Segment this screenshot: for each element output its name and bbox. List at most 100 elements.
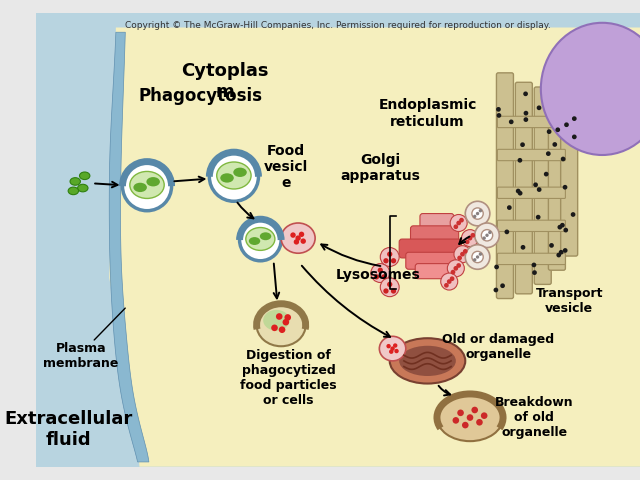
Circle shape xyxy=(387,282,392,287)
Circle shape xyxy=(556,127,560,132)
Circle shape xyxy=(374,274,379,279)
Circle shape xyxy=(476,212,479,215)
Circle shape xyxy=(476,419,483,426)
Circle shape xyxy=(472,208,483,219)
Circle shape xyxy=(518,191,522,195)
Ellipse shape xyxy=(77,184,88,192)
Circle shape xyxy=(524,111,528,116)
Text: Golgi
apparatus: Golgi apparatus xyxy=(340,153,420,183)
Circle shape xyxy=(391,288,396,294)
Text: Copyright © The McGraw-Hill Companies, Inc. Permission required for reproduction: Copyright © The McGraw-Hill Companies, I… xyxy=(125,21,550,30)
Circle shape xyxy=(500,283,505,288)
Circle shape xyxy=(521,245,525,250)
FancyBboxPatch shape xyxy=(497,253,565,264)
Circle shape xyxy=(459,218,464,223)
Circle shape xyxy=(299,232,304,237)
Circle shape xyxy=(472,407,478,413)
Circle shape xyxy=(479,252,482,256)
FancyBboxPatch shape xyxy=(410,226,459,243)
Circle shape xyxy=(279,326,285,333)
Ellipse shape xyxy=(541,23,640,155)
Circle shape xyxy=(572,134,577,139)
Circle shape xyxy=(493,288,499,292)
Circle shape xyxy=(473,258,476,262)
Circle shape xyxy=(294,239,299,245)
Circle shape xyxy=(209,152,259,201)
Circle shape xyxy=(483,237,486,240)
Circle shape xyxy=(380,248,399,266)
FancyBboxPatch shape xyxy=(561,106,578,256)
Circle shape xyxy=(509,120,513,124)
Circle shape xyxy=(473,215,476,218)
Circle shape xyxy=(479,209,482,213)
Ellipse shape xyxy=(249,237,260,245)
Circle shape xyxy=(282,319,289,325)
Circle shape xyxy=(456,221,461,226)
Circle shape xyxy=(507,205,512,210)
Circle shape xyxy=(524,117,528,122)
Ellipse shape xyxy=(133,183,147,192)
Circle shape xyxy=(451,270,456,275)
FancyBboxPatch shape xyxy=(415,264,454,279)
FancyBboxPatch shape xyxy=(420,214,454,230)
Circle shape xyxy=(516,189,520,193)
Circle shape xyxy=(571,212,575,217)
Circle shape xyxy=(504,229,509,234)
Text: Old or damaged
organelle: Old or damaged organelle xyxy=(442,333,554,360)
Ellipse shape xyxy=(246,228,275,251)
Circle shape xyxy=(524,92,528,96)
Text: Transport
vesicle: Transport vesicle xyxy=(536,287,603,315)
Circle shape xyxy=(371,264,390,283)
Circle shape xyxy=(475,223,499,248)
Circle shape xyxy=(291,232,296,238)
Circle shape xyxy=(552,142,557,147)
Circle shape xyxy=(301,239,306,244)
Ellipse shape xyxy=(234,168,247,177)
Circle shape xyxy=(468,236,472,240)
Circle shape xyxy=(536,215,541,219)
Circle shape xyxy=(447,260,465,277)
Circle shape xyxy=(559,250,563,254)
Circle shape xyxy=(561,156,566,161)
Circle shape xyxy=(485,234,489,237)
Circle shape xyxy=(532,270,537,275)
Circle shape xyxy=(450,215,467,231)
Circle shape xyxy=(122,162,172,211)
Circle shape xyxy=(467,414,474,421)
Ellipse shape xyxy=(281,223,315,253)
Circle shape xyxy=(454,246,471,263)
Ellipse shape xyxy=(263,310,290,331)
Circle shape xyxy=(461,229,479,247)
Circle shape xyxy=(476,255,479,259)
Ellipse shape xyxy=(260,232,271,240)
Circle shape xyxy=(444,283,449,288)
Ellipse shape xyxy=(68,187,79,195)
Circle shape xyxy=(518,158,522,163)
Text: Lysosomes: Lysosomes xyxy=(336,268,420,282)
Circle shape xyxy=(470,233,475,238)
Text: Endoplasmic
reticulum: Endoplasmic reticulum xyxy=(378,98,477,129)
Circle shape xyxy=(393,343,397,348)
Circle shape xyxy=(387,344,391,348)
Circle shape xyxy=(547,129,552,134)
Ellipse shape xyxy=(380,336,406,361)
FancyBboxPatch shape xyxy=(497,220,565,231)
FancyBboxPatch shape xyxy=(497,73,513,299)
FancyBboxPatch shape xyxy=(497,116,565,128)
Circle shape xyxy=(494,264,499,269)
Text: Cytoplas
m: Cytoplas m xyxy=(180,62,268,101)
Ellipse shape xyxy=(390,338,465,384)
Circle shape xyxy=(447,279,452,284)
Circle shape xyxy=(378,267,383,273)
Polygon shape xyxy=(109,32,149,462)
Circle shape xyxy=(450,276,454,281)
Circle shape xyxy=(546,151,550,156)
Circle shape xyxy=(465,245,490,269)
Circle shape xyxy=(383,288,388,294)
Ellipse shape xyxy=(257,304,306,346)
Circle shape xyxy=(452,417,459,424)
FancyBboxPatch shape xyxy=(534,87,551,284)
Ellipse shape xyxy=(79,172,90,180)
Circle shape xyxy=(481,412,488,419)
Circle shape xyxy=(537,187,541,192)
